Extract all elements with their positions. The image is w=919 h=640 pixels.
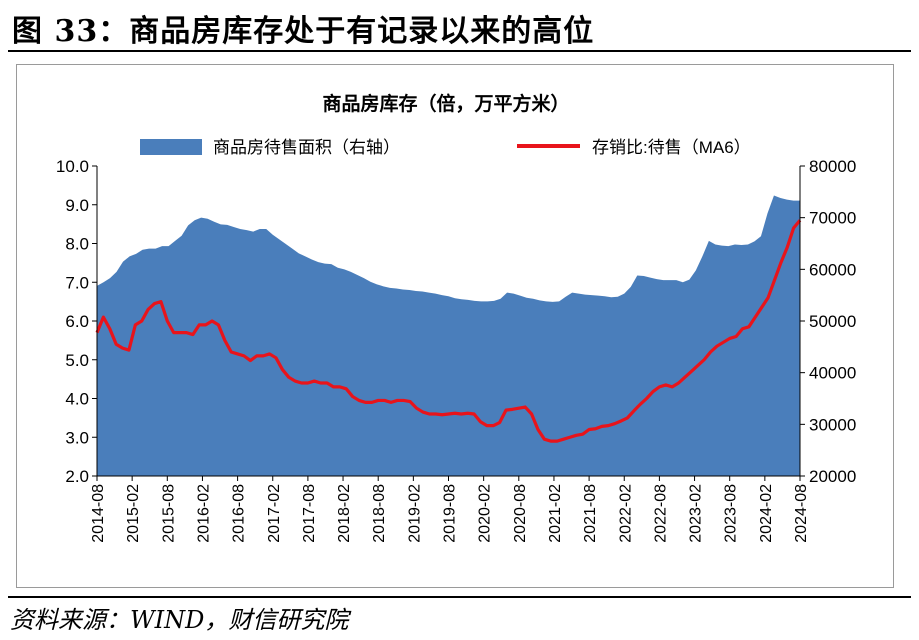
y-left-tick-label: 5.0 [65, 351, 89, 370]
x-tick-label: 2024-02 [758, 484, 775, 543]
x-tick-label: 2021-02 [547, 484, 564, 543]
y-left-tick-label: 8.0 [65, 235, 89, 254]
bottom-rule [8, 596, 911, 598]
y-right-tick-label: 20000 [809, 467, 856, 486]
y-right-tick-label: 70000 [809, 209, 856, 228]
y-right-tick-label: 50000 [809, 312, 856, 331]
x-tick-label: 2017-02 [266, 484, 283, 543]
chart-title: 商品房库存（倍，万平方米） [322, 92, 569, 115]
series-area-inventory [97, 195, 800, 476]
y-left-tick-label: 6.0 [65, 312, 89, 331]
x-tick-label: 2015-02 [125, 484, 142, 543]
x-tick-label: 2016-02 [195, 484, 212, 543]
x-tick-label: 2015-08 [160, 484, 177, 543]
x-tick-label: 2014-08 [90, 484, 107, 543]
x-tick-label: 2022-08 [652, 484, 669, 543]
figure-title: 图 33：商品房库存处于有记录以来的高位 [12, 14, 595, 49]
x-tick-label: 2022-02 [617, 484, 634, 543]
x-tick-label: 2021-08 [582, 484, 599, 543]
legend-area-swatch [140, 139, 202, 155]
source-note: 资料来源：WIND，财信研究院 [10, 606, 349, 634]
y-right-tick-label: 80000 [809, 157, 856, 176]
axes-layer: 2.0 3.0 4.0 5.0 6.0 7.0 8.0 9.0 10.0 20000 30000 40… [56, 157, 856, 543]
x-tick-label: 2020-02 [477, 484, 494, 543]
x-tick-label: 2019-08 [442, 484, 459, 543]
x-tick-label: 2024-08 [793, 484, 810, 543]
top-rule [8, 50, 911, 52]
y-left-tick-label: 9.0 [65, 196, 89, 215]
y-left-tick-label: 2.0 [65, 467, 89, 486]
x-tick-label: 2016-08 [231, 484, 248, 543]
x-tick-label: 2017-08 [301, 484, 318, 543]
legend: 商品房待售面积（右轴） 存销比:待售（MA6） [140, 138, 751, 157]
x-tick-label: 2023-02 [688, 484, 705, 543]
y-right-tick-label: 30000 [809, 415, 856, 434]
y-left-tick-label: 4.0 [65, 390, 89, 409]
y-left-tick-label: 10.0 [56, 157, 89, 176]
x-tick-label: 2020-08 [512, 484, 529, 543]
line-layer [95, 219, 802, 443]
y-right-tick-label: 40000 [809, 364, 856, 383]
series-line-ratio [95, 219, 802, 443]
x-tick-label: 2018-08 [371, 484, 388, 543]
area-layer [97, 195, 800, 476]
y-right-tick-label: 60000 [809, 260, 856, 279]
legend-line-label: 存销比:待售（MA6） [592, 138, 751, 157]
y-left-tick-label: 7.0 [65, 273, 89, 292]
legend-area-label: 商品房待售面积（右轴） [213, 138, 400, 157]
x-tick-label: 2019-02 [406, 484, 423, 543]
x-tick-label: 2018-02 [336, 484, 353, 543]
x-tick-label: 2023-08 [723, 484, 740, 543]
y-left-tick-label: 3.0 [65, 428, 89, 447]
